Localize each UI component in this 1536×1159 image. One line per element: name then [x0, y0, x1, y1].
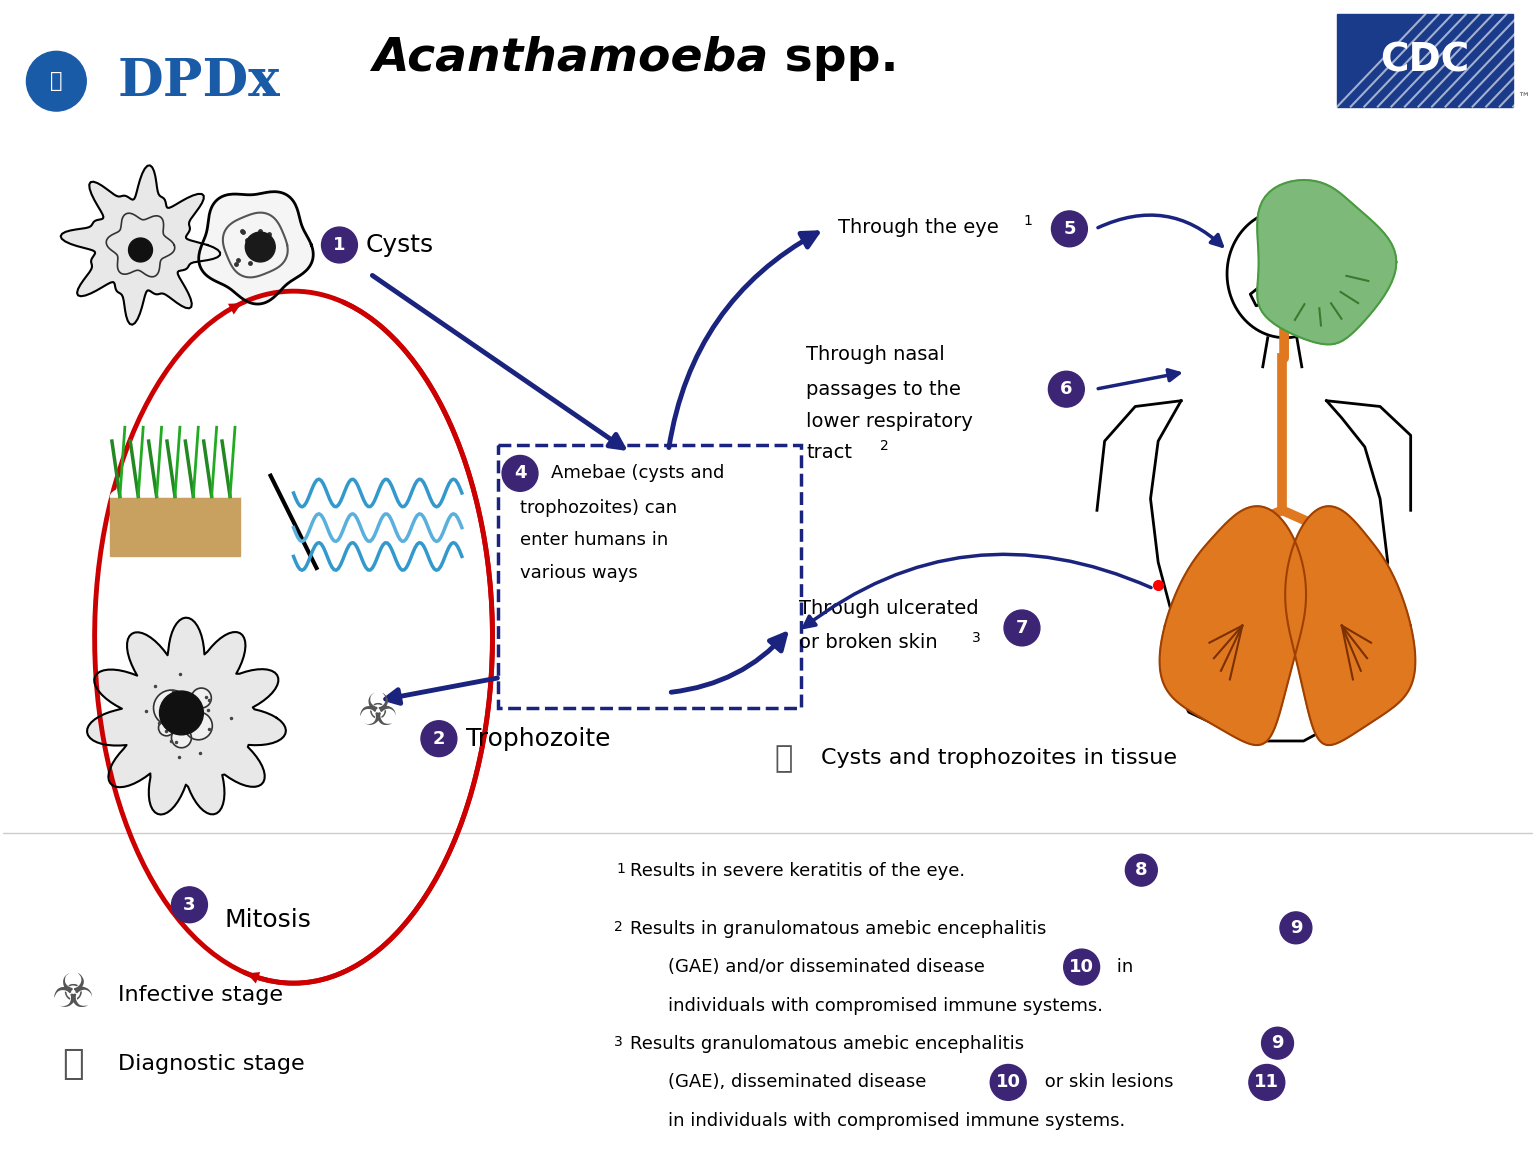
Text: in: in — [1111, 957, 1134, 976]
Text: 6: 6 — [1060, 380, 1072, 399]
Text: ™: ™ — [1518, 92, 1530, 104]
Text: or skin lesions: or skin lesions — [1038, 1073, 1190, 1091]
Polygon shape — [1160, 506, 1306, 745]
Text: Acanthamoeba: Acanthamoeba — [372, 36, 768, 81]
Circle shape — [129, 238, 152, 262]
Circle shape — [321, 227, 358, 263]
Text: Through ulcerated: Through ulcerated — [799, 599, 978, 618]
Text: Mitosis: Mitosis — [224, 907, 312, 932]
Text: 🔬: 🔬 — [51, 71, 63, 92]
Circle shape — [184, 712, 212, 739]
Text: spp.: spp. — [768, 36, 899, 81]
Text: 1: 1 — [1023, 214, 1032, 228]
Polygon shape — [88, 618, 286, 815]
Text: Through nasal: Through nasal — [806, 345, 945, 364]
Text: 10: 10 — [995, 1073, 1021, 1092]
Text: 2: 2 — [614, 920, 622, 934]
Text: Through the eye: Through the eye — [839, 218, 998, 238]
Text: (GAE) and/or disseminated disease: (GAE) and/or disseminated disease — [668, 957, 985, 976]
Text: CDC: CDC — [1381, 42, 1470, 80]
Circle shape — [158, 720, 175, 736]
Text: 3: 3 — [183, 896, 195, 913]
Text: ☣: ☣ — [358, 691, 398, 734]
Text: 10: 10 — [1069, 958, 1094, 976]
Circle shape — [160, 691, 203, 735]
Text: 3: 3 — [971, 632, 980, 646]
Text: (GAE), disseminated disease: (GAE), disseminated disease — [668, 1073, 926, 1091]
Text: Results in granulomatous amebic encephalitis: Results in granulomatous amebic encephal… — [630, 920, 1046, 938]
Polygon shape — [1256, 180, 1396, 344]
Circle shape — [502, 455, 538, 491]
Text: in individuals with compromised immune systems.: in individuals with compromised immune s… — [668, 1113, 1126, 1130]
Circle shape — [1249, 1064, 1284, 1100]
Circle shape — [172, 887, 207, 923]
Text: individuals with compromised immune systems.: individuals with compromised immune syst… — [668, 997, 1103, 1015]
Text: 9: 9 — [1272, 1034, 1284, 1052]
Text: Amebae (cysts and: Amebae (cysts and — [550, 465, 723, 482]
Text: various ways: various ways — [521, 563, 637, 582]
Text: or broken skin: or broken skin — [799, 634, 937, 653]
Circle shape — [421, 721, 456, 757]
Text: 4: 4 — [513, 465, 527, 482]
Text: Trophozoite: Trophozoite — [467, 727, 611, 751]
Text: DPDx: DPDx — [118, 56, 280, 107]
Text: Cysts: Cysts — [366, 233, 433, 257]
Polygon shape — [1286, 506, 1415, 745]
Circle shape — [1279, 912, 1312, 943]
Text: 3: 3 — [614, 1035, 622, 1049]
Circle shape — [192, 688, 212, 708]
Text: 5: 5 — [1063, 220, 1075, 238]
Circle shape — [1261, 1027, 1293, 1059]
Text: passages to the: passages to the — [806, 380, 962, 399]
Circle shape — [26, 51, 86, 111]
Text: 🔬: 🔬 — [63, 1047, 84, 1081]
Bar — [1338, 14, 1513, 107]
Circle shape — [1052, 211, 1087, 247]
Text: 8: 8 — [1135, 861, 1147, 880]
Circle shape — [172, 728, 192, 748]
Circle shape — [1126, 854, 1157, 887]
Polygon shape — [111, 496, 240, 556]
Text: trophozoites) can: trophozoites) can — [521, 500, 677, 517]
Text: Results in severe keratitis of the eye.: Results in severe keratitis of the eye. — [630, 862, 983, 880]
Text: Cysts and trophozoites in tissue: Cysts and trophozoites in tissue — [822, 749, 1178, 768]
Text: 9: 9 — [1290, 919, 1303, 936]
Text: 1: 1 — [333, 236, 346, 254]
Circle shape — [154, 690, 189, 726]
Text: Results granulomatous amebic encephalitis: Results granulomatous amebic encephaliti… — [630, 1035, 1025, 1054]
Text: Diagnostic stage: Diagnostic stage — [118, 1054, 304, 1074]
Text: enter humans in: enter humans in — [521, 531, 668, 549]
Polygon shape — [60, 166, 220, 325]
Circle shape — [991, 1064, 1026, 1100]
Text: 1: 1 — [617, 862, 630, 876]
Text: 2: 2 — [880, 439, 888, 453]
Polygon shape — [198, 191, 313, 304]
Text: 🔬: 🔬 — [774, 744, 793, 773]
Circle shape — [1049, 371, 1084, 407]
Text: 11: 11 — [1255, 1073, 1279, 1092]
Text: 7: 7 — [1015, 619, 1028, 637]
Text: lower respiratory: lower respiratory — [806, 411, 974, 431]
Circle shape — [246, 232, 275, 262]
Text: ☣: ☣ — [52, 972, 94, 1018]
Text: tract: tract — [806, 443, 852, 462]
Text: 2: 2 — [433, 730, 445, 748]
FancyBboxPatch shape — [498, 445, 800, 708]
Text: Infective stage: Infective stage — [118, 985, 283, 1005]
Circle shape — [1005, 610, 1040, 646]
Circle shape — [1064, 949, 1100, 985]
